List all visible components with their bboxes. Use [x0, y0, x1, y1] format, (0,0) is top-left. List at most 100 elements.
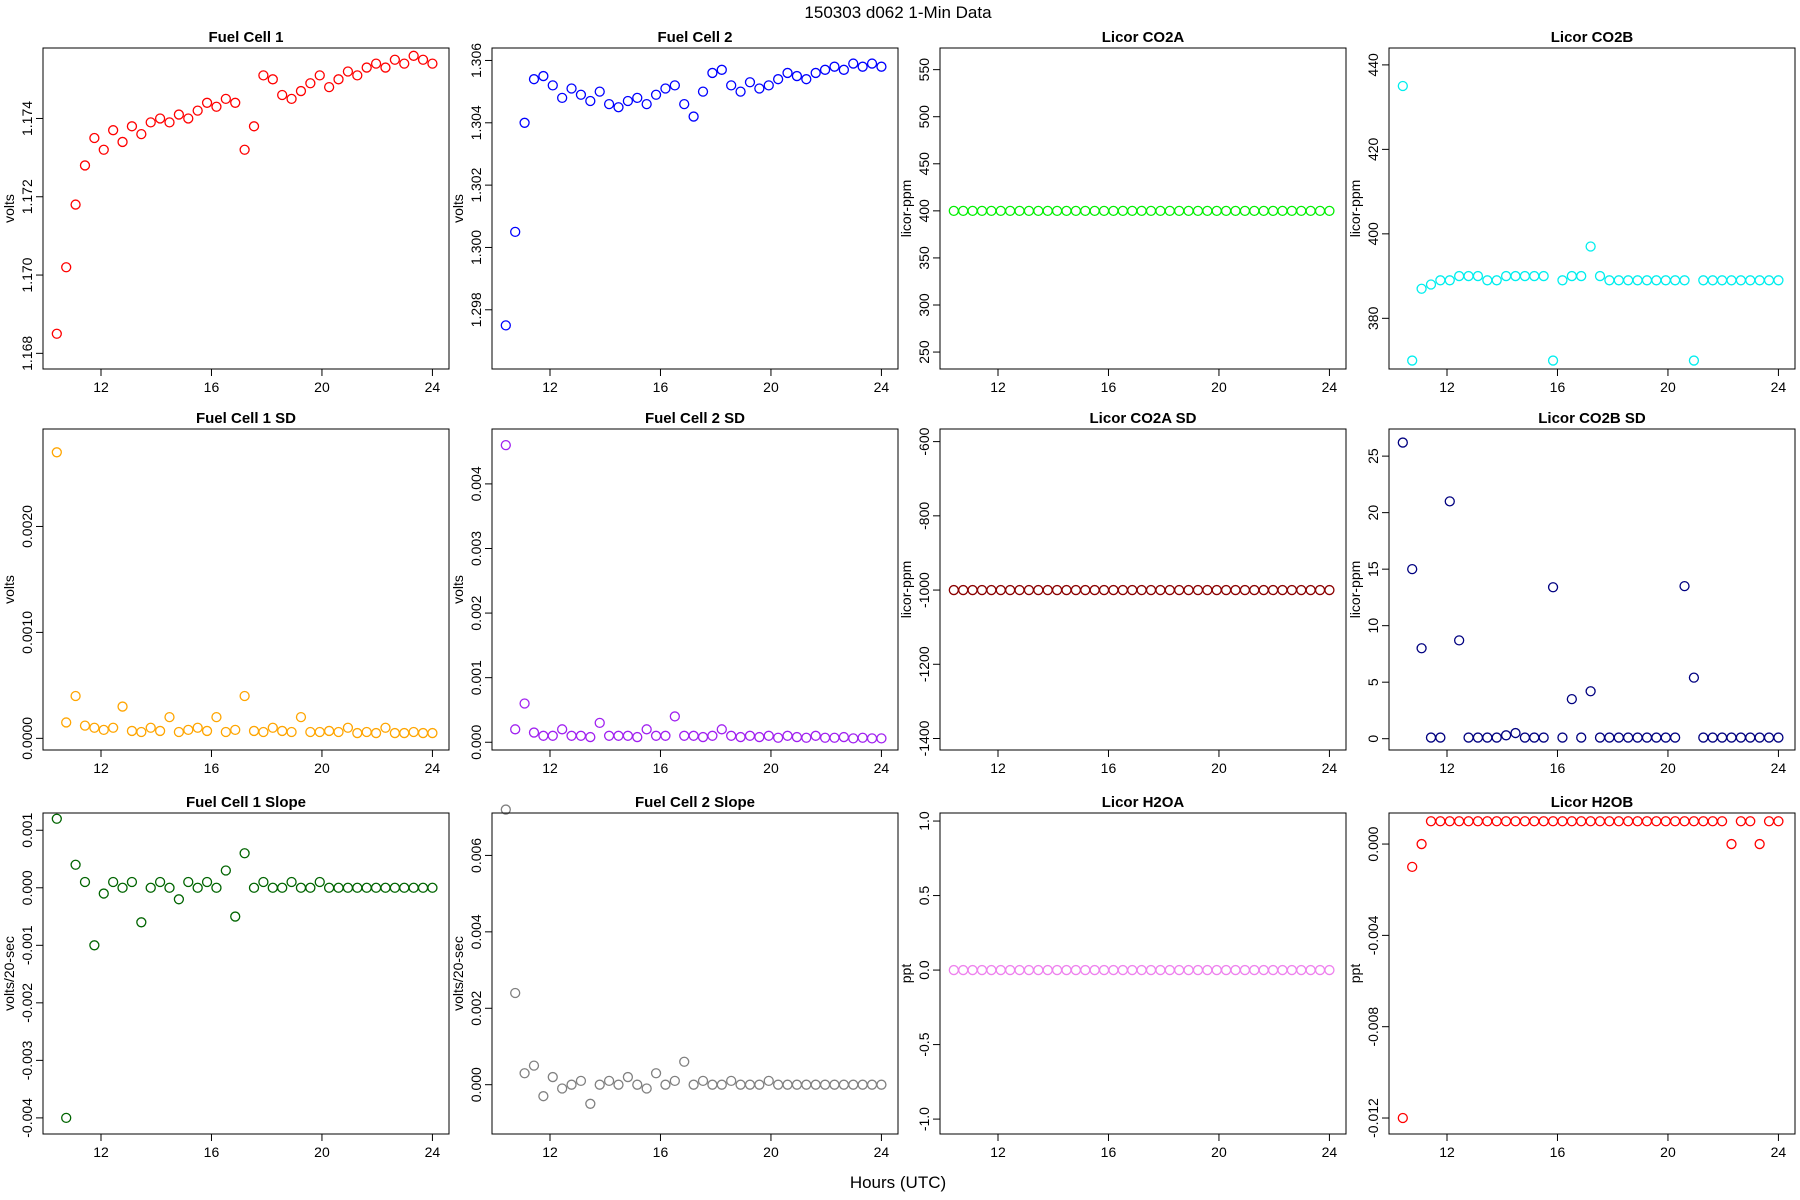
point	[380, 722, 391, 733]
point	[1051, 584, 1063, 596]
point	[1277, 964, 1288, 976]
point	[838, 731, 850, 743]
point	[735, 731, 746, 743]
point	[1660, 732, 1671, 743]
point	[679, 730, 690, 741]
point	[585, 731, 596, 743]
point	[1754, 275, 1765, 286]
plot-frame	[1388, 47, 1796, 370]
point	[1669, 816, 1681, 827]
point	[575, 1075, 587, 1087]
x-tick-label: 16	[1550, 1144, 1566, 1160]
point	[1641, 732, 1653, 743]
point	[1155, 964, 1166, 976]
point	[1529, 270, 1540, 282]
y-tick-label: 0.002	[468, 991, 484, 1026]
point	[220, 93, 231, 105]
point	[1613, 816, 1624, 827]
point	[277, 89, 288, 101]
point	[791, 1079, 803, 1090]
x-tick-label: 20	[1660, 379, 1676, 395]
point	[1239, 205, 1251, 217]
y-tick-label: -600	[916, 427, 932, 455]
x-tick-label: 24	[1322, 1144, 1338, 1160]
y-tick-label: 15	[1365, 561, 1381, 577]
point	[1754, 732, 1765, 743]
point	[427, 882, 438, 893]
point	[117, 882, 128, 893]
y-tick-label: -0.5	[916, 1032, 932, 1056]
point	[603, 98, 615, 110]
point	[1174, 205, 1185, 217]
point	[772, 732, 784, 743]
y-axis-label: volts	[1, 194, 17, 223]
point	[417, 54, 429, 65]
point	[333, 882, 344, 893]
y-axis-label: volts	[450, 194, 466, 223]
point	[1435, 275, 1446, 286]
point	[1707, 732, 1718, 743]
point	[1435, 816, 1446, 827]
point	[1754, 838, 1765, 850]
point	[594, 717, 605, 729]
point	[239, 690, 250, 702]
point	[958, 584, 969, 596]
point	[370, 727, 382, 739]
point	[650, 730, 662, 741]
y-tick-label: -0.004	[19, 1098, 35, 1138]
point	[622, 95, 634, 107]
y-tick-label: 250	[916, 340, 932, 364]
point	[1745, 275, 1756, 286]
point	[744, 77, 756, 88]
x-tick-label: 24	[1771, 379, 1787, 395]
point	[1202, 205, 1213, 217]
y-tick-label: 25	[1365, 448, 1381, 464]
panel-title: Licor CO2B SD	[1538, 410, 1646, 427]
point	[314, 70, 325, 81]
point	[1070, 964, 1082, 976]
point	[173, 726, 185, 738]
point	[164, 117, 175, 128]
point	[173, 109, 185, 120]
point	[1155, 584, 1166, 596]
point	[258, 876, 269, 888]
point	[1174, 964, 1185, 976]
y-tick-label: 450	[916, 152, 932, 176]
point	[622, 730, 634, 741]
x-tick-label: 16	[1101, 760, 1117, 776]
point	[154, 876, 166, 888]
point	[669, 80, 680, 91]
point	[117, 701, 128, 712]
x-tick-label: 24	[1771, 760, 1787, 776]
point	[1773, 816, 1784, 827]
point	[1613, 275, 1624, 286]
point	[566, 83, 577, 94]
point	[716, 724, 727, 735]
point	[89, 940, 100, 951]
point	[1547, 816, 1559, 827]
y-tick-label: 0.0020	[19, 505, 35, 548]
point	[866, 1079, 878, 1090]
point	[876, 61, 887, 72]
point	[1425, 816, 1437, 827]
point	[1286, 964, 1298, 976]
point	[650, 89, 662, 100]
y-tick-label: -0.003	[19, 1040, 35, 1080]
point	[967, 964, 978, 976]
point	[1416, 643, 1427, 654]
point	[305, 726, 316, 738]
point	[1745, 816, 1756, 827]
point	[1463, 270, 1474, 282]
point	[1314, 964, 1326, 976]
point	[660, 730, 671, 741]
point	[1258, 964, 1269, 976]
panel-title: Licor CO2B	[1551, 29, 1634, 46]
point	[1397, 1112, 1408, 1124]
point	[1745, 732, 1756, 743]
point	[408, 50, 419, 61]
x-tick-label: 24	[1322, 379, 1338, 395]
point	[1773, 275, 1784, 286]
point	[1679, 816, 1690, 827]
point	[1679, 275, 1690, 286]
point	[1510, 816, 1521, 827]
